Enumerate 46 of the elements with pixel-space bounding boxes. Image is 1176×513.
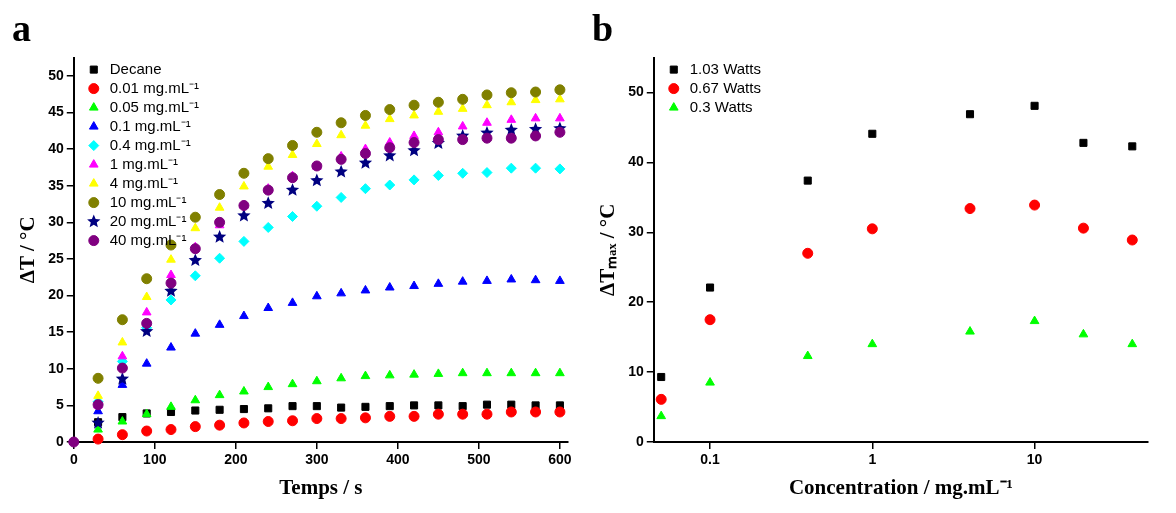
x-axis-title: Concentration / mg.mL⁻¹: [788, 474, 1013, 499]
y-tick-label: 30: [628, 223, 644, 240]
y-tick-label: 10: [48, 359, 64, 376]
y-tick-label: 45: [48, 103, 64, 120]
x-tick-label: 100: [143, 451, 167, 468]
x-tick-label: 500: [467, 451, 491, 468]
y-tick-label: 15: [48, 323, 64, 340]
y-tick-label: 35: [48, 176, 64, 193]
y-tick-label: 0: [635, 432, 644, 449]
x-tick-label: 0: [69, 451, 78, 468]
y-axis-title: ΔT / °C: [15, 216, 40, 284]
y-tick-label: 20: [628, 293, 644, 310]
y-tick-label: 30: [48, 213, 64, 230]
legend-label: 0.05 mg.mL⁻¹: [109, 97, 199, 115]
legend-label: 0.1 mg.mL⁻¹: [109, 116, 191, 134]
legend-label: 10 mg.mL⁻¹: [109, 192, 187, 210]
chart-title: b: [592, 6, 614, 49]
x-tick-label: 10: [1026, 451, 1043, 468]
x-tick-label: 1: [868, 451, 877, 468]
y-tick-label: 25: [48, 249, 64, 266]
legend-label: 0.3 Watts: [689, 97, 753, 115]
x-tick-label: 600: [548, 451, 572, 468]
legend-label: 40 mg.mL⁻¹: [109, 230, 187, 248]
x-tick-label: 400: [386, 451, 410, 468]
y-tick-label: 0: [55, 432, 64, 449]
legend-label: 1.03 Watts: [689, 59, 761, 77]
chart-title: a: [12, 6, 31, 49]
legend-label: 0.4 mg.mL⁻¹: [109, 135, 191, 153]
x-axis-title: Temps / s: [279, 474, 363, 499]
y-tick-label: 5: [55, 396, 64, 413]
legend-label: 4 mg.mL⁻¹: [109, 173, 179, 191]
legend-label: 1 mg.mL⁻¹: [109, 154, 179, 172]
x-tick-label: 0.1: [700, 451, 720, 468]
y-tick-label: 20: [48, 286, 64, 303]
legend-label: 20 mg.mL⁻¹: [109, 211, 187, 229]
y-tick-label: 40: [48, 139, 64, 156]
x-tick-label: 200: [224, 451, 248, 468]
legend-label: 0.67 Watts: [689, 78, 761, 96]
y-tick-label: 10: [628, 362, 644, 379]
y-tick-label: 50: [628, 83, 644, 100]
y-tick-label: 40: [628, 153, 644, 170]
x-tick-label: 300: [305, 451, 329, 468]
y-tick-label: 50: [48, 66, 64, 83]
legend-label: Decane: [109, 59, 162, 77]
legend-label: 0.01 mg.mL⁻¹: [109, 78, 199, 96]
y-axis-title: ΔTₘₐₓ / °C: [595, 203, 620, 296]
